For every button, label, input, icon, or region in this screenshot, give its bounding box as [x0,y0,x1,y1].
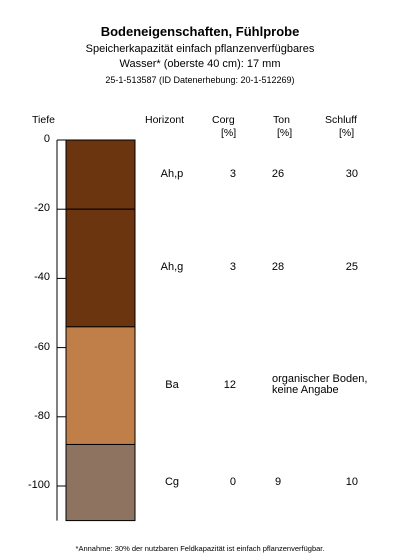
chart-id-line: 25-1-513587 (ID Datenerhebung: 20-1-5122… [105,75,295,85]
layer-note: keine Angabe [272,383,339,396]
corg-cell: 3 [229,261,236,274]
chart-subtitle-line2: Wasser* (oberste 40 cm): 17 mm [119,58,281,70]
soil-layer-2 [65,326,136,445]
ton-header: Ton [273,114,290,126]
depth-tick-label: 0 [43,133,50,145]
soil-layer-3 [65,443,136,522]
corg-unit: [%] [221,127,237,139]
ton-unit: [%] [277,127,293,139]
depth-tick-label: -80 [34,409,50,422]
horizon-cell: Cg [164,475,180,488]
schluff-cell: 10 [345,475,358,488]
soil-layer-1 [65,208,136,328]
footnote: *Annahme: 30% der nutzbaren Feldkapazitä… [75,544,325,553]
depth-header: Tiefe [32,114,55,126]
ton-cell: 26 [271,167,285,180]
schluff-cell: 25 [345,261,358,274]
horizon-cell: Ba [165,378,179,391]
horizon-header: Horizont [145,114,185,126]
horizon-cell: Ah,p [160,167,184,180]
corg-cell: 0 [229,475,236,488]
layer-note: organischer Boden, [272,372,368,385]
depth-tick-label: -40 [34,271,50,284]
schluff-cell: 30 [345,167,358,180]
soil-layer-0 [65,139,136,210]
schluff-header: Schluff [325,114,357,126]
corg-cell: 3 [229,167,236,180]
depth-tick-label: -20 [34,202,50,215]
horizon-cell: Ah,g [160,261,184,274]
depth-tick-label: -100 [27,479,50,491]
schluff-unit: [%] [339,127,355,139]
ton-cell: 28 [271,261,285,274]
depth-tick-label: -60 [34,340,50,353]
corg-cell: 12 [223,378,236,391]
chart-subtitle-line1: Speicherkapazität einfach pflanzenverfüg… [85,43,315,55]
chart-title: Bodeneigenschaften, Fühlprobe [100,24,300,39]
ton-cell: 9 [274,475,282,488]
corg-header: Corg [212,114,235,126]
